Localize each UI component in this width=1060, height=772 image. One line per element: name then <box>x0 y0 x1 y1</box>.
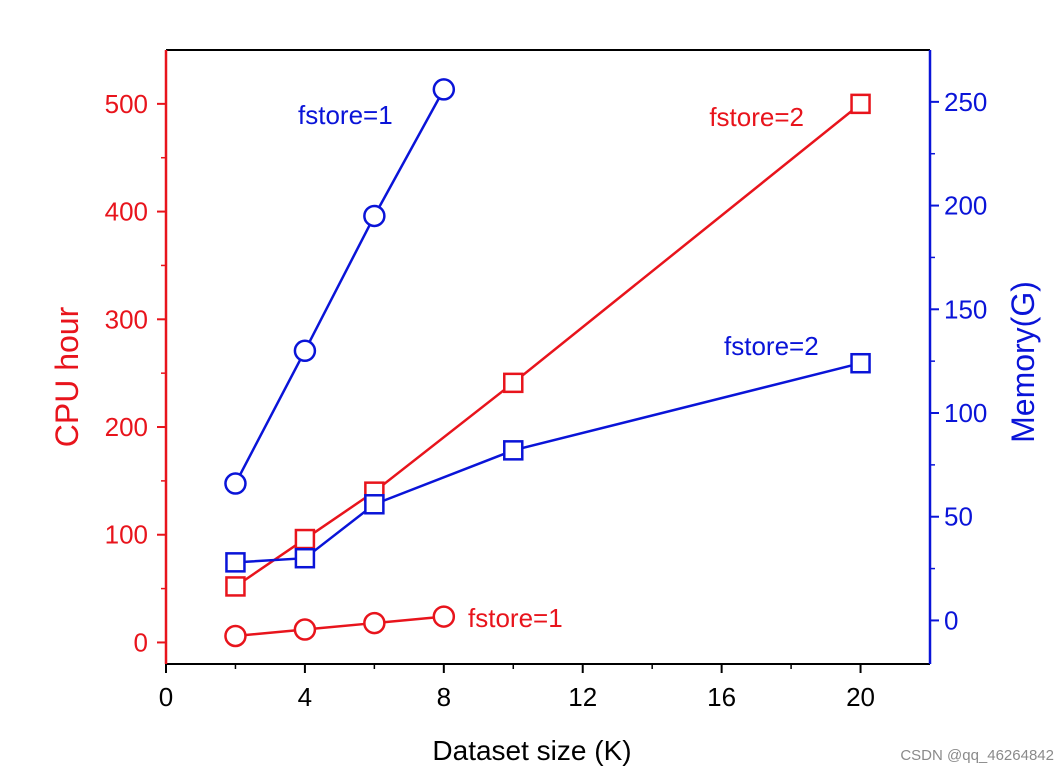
right-y-tick-label: 250 <box>944 87 987 117</box>
x-tick-label: 12 <box>568 682 597 712</box>
data-point <box>503 372 524 394</box>
series-label: fstore=2 <box>724 331 819 361</box>
left-y-tick-label: 500 <box>105 89 148 119</box>
left-y-tick-label: 400 <box>105 197 148 227</box>
data-point <box>225 576 246 597</box>
data-point <box>363 204 386 228</box>
series-label: fstore=1 <box>298 100 393 130</box>
series-label: fstore=1 <box>468 603 563 633</box>
left-y-tick-label: 200 <box>105 412 148 442</box>
left-y-tick-label: 300 <box>105 304 148 334</box>
series-layer <box>224 78 871 648</box>
x-tick-label: 0 <box>159 682 173 712</box>
right-y-tick-label: 50 <box>944 502 973 532</box>
left-y-axis-title: CPU hour <box>49 306 85 447</box>
x-tick-label: 20 <box>846 682 875 712</box>
right-y-tick-label: 100 <box>944 398 987 428</box>
x-tick-label: 16 <box>707 682 736 712</box>
data-point <box>294 528 316 550</box>
right-y-tick-label: 200 <box>944 191 987 221</box>
x-tick-label: 4 <box>298 682 312 712</box>
data-point <box>363 611 386 635</box>
right-y-tick-label: 150 <box>944 294 987 324</box>
axes-layer <box>157 49 939 673</box>
series-label: fstore=2 <box>709 102 804 132</box>
left-y-tick-label: 0 <box>134 627 148 657</box>
data-point <box>432 605 456 628</box>
left-y-tick-label: 100 <box>105 520 148 550</box>
data-point <box>294 547 316 569</box>
x-tick-label: 8 <box>437 682 451 712</box>
series-line <box>234 88 445 485</box>
data-point <box>850 93 871 115</box>
data-point <box>225 552 246 573</box>
series-line <box>235 362 861 564</box>
data-point <box>293 618 317 641</box>
data-point <box>503 440 524 461</box>
right-y-tick-label: 0 <box>944 605 958 635</box>
data-point <box>850 352 871 374</box>
data-point <box>224 624 247 648</box>
x-axis-title: Dataset size (K) <box>432 735 631 766</box>
data-point <box>293 339 317 363</box>
data-point <box>364 494 385 515</box>
data-point <box>432 78 456 101</box>
right-y-axis-title: Memory(G) <box>1005 281 1041 443</box>
series-line <box>235 615 444 638</box>
watermark: CSDN @qq_46264842 <box>900 747 1054 764</box>
labels-layer: 0 4 8 12 16 200100200300400500050100150200250… <box>49 87 1041 766</box>
data-point <box>224 472 247 495</box>
